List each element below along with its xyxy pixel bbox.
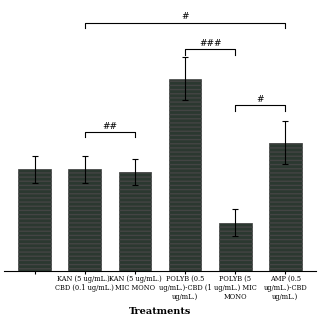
Bar (68, 169, 101, 271)
Bar (219, 223, 252, 271)
Bar (18, 169, 51, 271)
Bar (119, 172, 151, 271)
Text: #: # (181, 12, 189, 21)
Bar (169, 79, 201, 271)
Text: ##: ## (102, 122, 117, 131)
X-axis label: Treatments: Treatments (129, 307, 191, 316)
Text: ###: ### (199, 39, 221, 48)
Text: #: # (257, 95, 264, 104)
Bar (269, 143, 302, 271)
